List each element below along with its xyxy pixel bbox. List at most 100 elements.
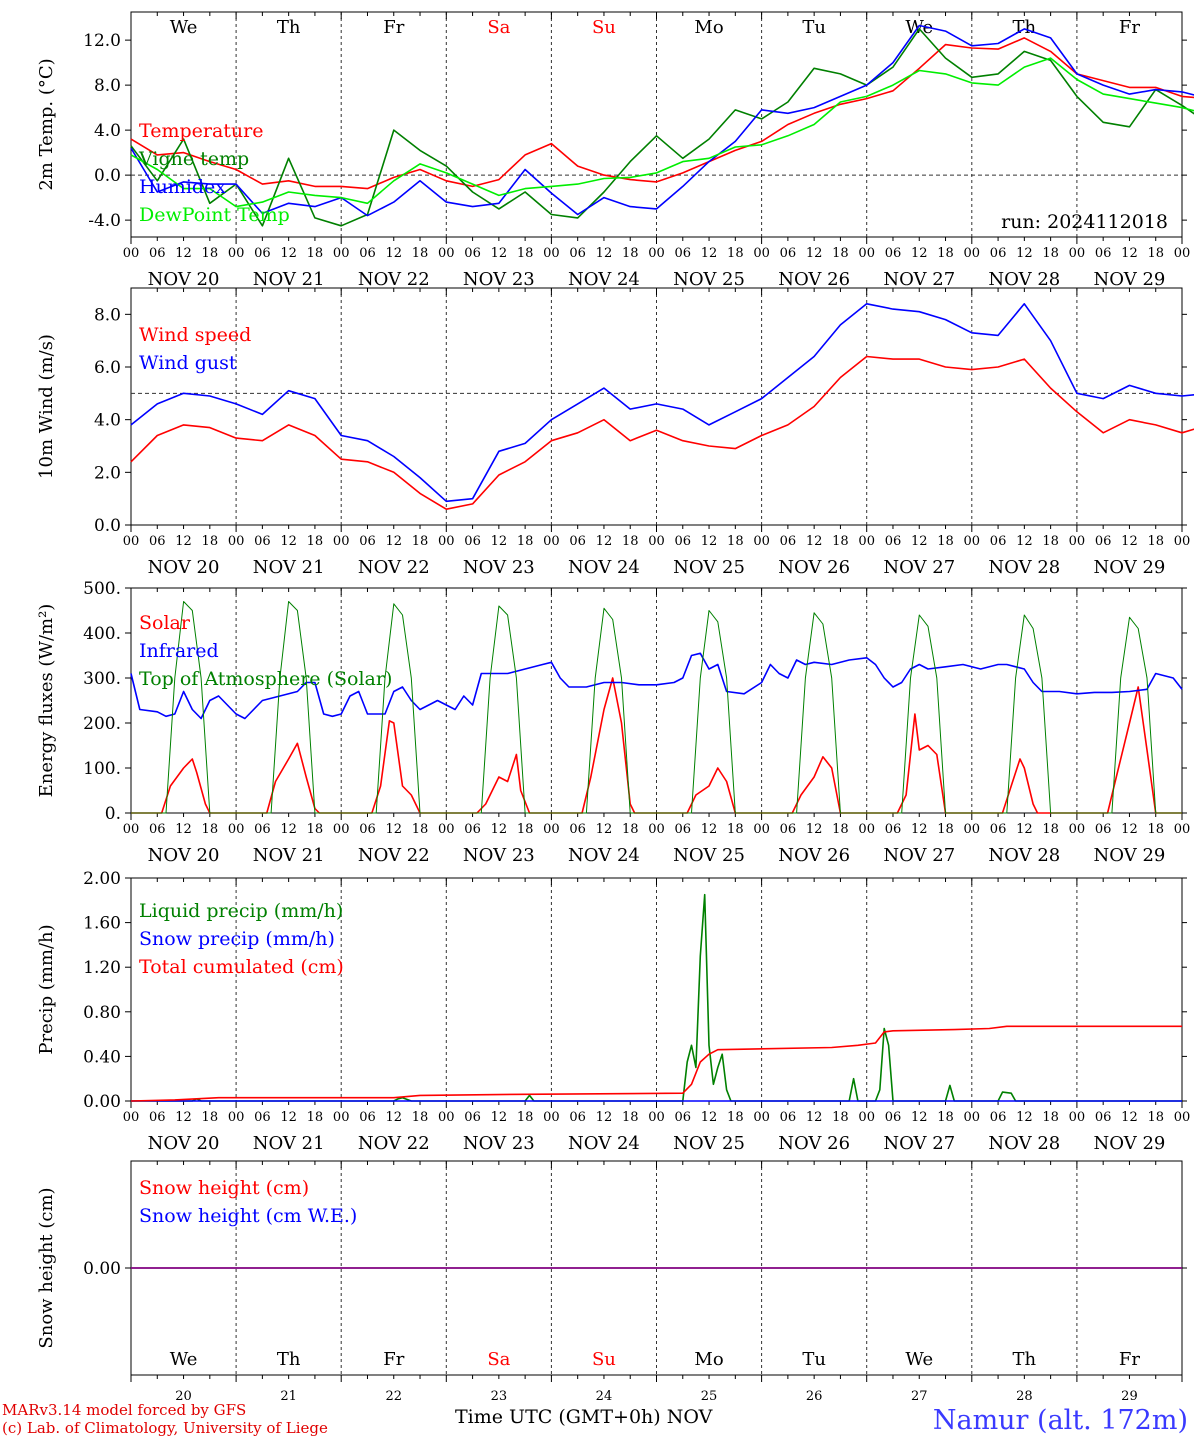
- series-line-wind-gust: [130, 303, 1194, 503]
- hour-tick-label: 06: [990, 822, 1007, 837]
- hour-tick-label: 06: [569, 1110, 586, 1125]
- day-name: Th: [277, 17, 301, 38]
- date-label: NOV 26: [778, 1133, 850, 1154]
- day-name: Tu: [802, 17, 826, 38]
- hour-tick-label: 06: [990, 246, 1007, 261]
- hour-tick-label: 00: [438, 534, 455, 549]
- hour-tick-label: 18: [517, 1110, 534, 1125]
- y-tick-label: 0.00: [83, 1092, 121, 1112]
- hour-tick-label: 00: [333, 822, 350, 837]
- hour-tick-label: 18: [937, 246, 954, 261]
- hour-tick-label: 12: [491, 822, 508, 837]
- panel-3: 0. 100. 200. 300. 400. 500. Energy fluxes (W/m…: [36, 579, 1190, 866]
- hour-tick-label: 18: [412, 246, 429, 261]
- date-label: NOV 26: [778, 845, 850, 866]
- y-tick-label: 4.0: [94, 121, 121, 141]
- hour-tick-label: 18: [412, 1110, 429, 1125]
- date-label: NOV 21: [253, 557, 325, 578]
- hour-tick-label: 00: [123, 246, 140, 261]
- day-number: 26: [806, 1389, 823, 1404]
- hour-tick-label: 18: [1042, 246, 1059, 261]
- hour-tick-label: 12: [175, 246, 192, 261]
- plot-frame: [130, 287, 1183, 526]
- legend-entry: Vigne temp: [138, 148, 249, 170]
- hour-tick-label: 06: [359, 822, 376, 837]
- hour-tick-label: 12: [175, 1110, 192, 1125]
- legend-entry: Humidex: [139, 176, 226, 198]
- hour-tick-label: 12: [1121, 822, 1138, 837]
- hour-tick-label: 00: [228, 534, 245, 549]
- y-tick-label: 200.: [83, 714, 121, 734]
- hour-tick-label: 18: [1042, 822, 1059, 837]
- hour-tick-label: 12: [806, 822, 823, 837]
- hour-tick-label: 18: [202, 822, 219, 837]
- hour-tick-label: 06: [1095, 246, 1112, 261]
- date-label: NOV 28: [988, 845, 1060, 866]
- date-label: NOV 22: [358, 557, 430, 578]
- hour-tick-label: 00: [1069, 822, 1086, 837]
- y-axis-label: 2m Temp. (°C): [36, 58, 57, 190]
- hour-tick-label: 06: [149, 1110, 166, 1125]
- panel-2: 0.0 2.0 4.0 6.0 8.0 10m Wind (m/s) 00 06 12 18 00 0…: [36, 287, 1194, 578]
- plot-frame: [130, 587, 1183, 814]
- hour-tick-label: 00: [123, 1110, 140, 1125]
- y-tick-label: 2.0: [94, 463, 121, 483]
- hour-tick-label: 06: [464, 534, 481, 549]
- hour-tick-label: 00: [753, 534, 770, 549]
- hour-tick-label: 06: [780, 246, 797, 261]
- hour-tick-label: 18: [1147, 1110, 1164, 1125]
- series-line-wind-speed: [130, 355, 1194, 510]
- hour-tick-label: 18: [307, 822, 324, 837]
- hour-tick-label: 18: [727, 246, 744, 261]
- hour-tick-label: 00: [648, 1110, 665, 1125]
- day-name: Sa: [487, 1349, 510, 1370]
- hour-tick-label: 18: [622, 1110, 639, 1125]
- hour-tick-label: 00: [753, 246, 770, 261]
- hour-tick-label: 18: [1042, 1110, 1059, 1125]
- date-label: NOV 25: [673, 269, 745, 290]
- y-tick-label: 0.: [105, 804, 121, 824]
- day-name: We: [905, 1349, 933, 1370]
- hour-tick-label: 18: [937, 822, 954, 837]
- y-tick-label: 400.: [83, 624, 121, 644]
- hour-tick-label: 06: [885, 1110, 902, 1125]
- date-label: NOV 24: [568, 557, 640, 578]
- hour-tick-label: 06: [359, 534, 376, 549]
- hour-tick-label: 00: [648, 246, 665, 261]
- date-label: NOV 23: [463, 269, 535, 290]
- hour-tick-label: 00: [123, 534, 140, 549]
- hour-tick-label: 00: [648, 534, 665, 549]
- hour-tick-label: 00: [964, 246, 981, 261]
- date-label: NOV 25: [673, 557, 745, 578]
- hour-tick-label: 06: [569, 534, 586, 549]
- hour-tick-label: 00: [753, 1110, 770, 1125]
- hour-tick-label: 18: [727, 822, 744, 837]
- day-name: Fr: [1119, 1349, 1140, 1370]
- hour-tick-label: 12: [280, 1110, 297, 1125]
- hour-tick-label: 12: [1121, 1110, 1138, 1125]
- series-line-solar: [131, 677, 1182, 814]
- hour-tick-label: 06: [675, 822, 692, 837]
- hour-tick-label: 18: [1147, 822, 1164, 837]
- y-axis-label: Snow height (cm): [36, 1187, 57, 1348]
- hour-tick-label: 00: [123, 822, 140, 837]
- hour-tick-label: 00: [858, 1110, 875, 1125]
- hour-tick-label: 00: [858, 534, 875, 549]
- day-name: Th: [1013, 1349, 1037, 1370]
- legend-entry: Wind gust: [139, 352, 237, 374]
- hour-tick-label: 06: [464, 822, 481, 837]
- hour-tick-label: 12: [911, 1110, 928, 1125]
- hour-tick-label: 00: [228, 1110, 245, 1125]
- hour-tick-label: 00: [964, 822, 981, 837]
- run-label: run: 2024112018: [1001, 211, 1168, 233]
- hour-tick-label: 06: [885, 534, 902, 549]
- date-label: NOV 22: [358, 1133, 430, 1154]
- hour-tick-label: 06: [254, 246, 271, 261]
- hour-tick-label: 00: [333, 1110, 350, 1125]
- hour-tick-label: 00: [333, 534, 350, 549]
- hour-tick-label: 12: [385, 246, 402, 261]
- hour-tick-label: 12: [280, 822, 297, 837]
- y-axis-label: 10m Wind (m/s): [36, 334, 57, 479]
- y-tick-label: 100.: [83, 759, 121, 779]
- date-label: NOV 20: [148, 557, 220, 578]
